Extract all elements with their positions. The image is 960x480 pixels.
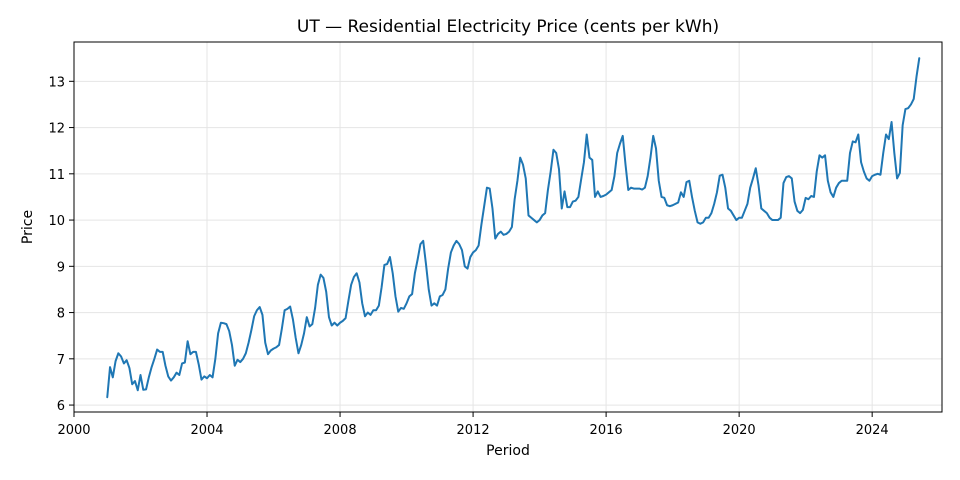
y-tick-label: 10 [48, 214, 65, 229]
x-tick-label: 2012 [457, 423, 490, 438]
y-tick-label: 12 [48, 122, 65, 137]
x-axis: 2000 2004 2008 2012 2016 2020 2024 [57, 412, 889, 438]
x-tick-label: 2016 [590, 423, 623, 438]
series-line [106, 57, 921, 399]
plot-frame [73, 41, 943, 413]
x-tick-label: 2004 [190, 423, 223, 438]
x-tick-label: 2020 [723, 423, 756, 438]
y-tick-label: 7 [57, 353, 65, 368]
y-axis: 6 7 8 9 10 11 12 13 [48, 75, 74, 414]
x-tick-label: 2000 [57, 423, 90, 438]
grid-lines [73, 42, 942, 412]
y-tick-label: 8 [57, 307, 65, 322]
x-tick-label: 2024 [856, 423, 889, 438]
y-tick-label: 13 [48, 75, 65, 90]
series-line-layer [106, 57, 921, 399]
y-tick-label: 9 [57, 260, 65, 275]
x-tick-label: 2008 [324, 423, 357, 438]
y-tick-label: 6 [57, 399, 65, 414]
y-axis-label: Price [20, 210, 36, 244]
y-tick-label: 11 [48, 168, 65, 183]
x-axis-label: Period [486, 443, 530, 459]
chart-title: UT — Residential Electricity Price (cent… [297, 17, 719, 37]
